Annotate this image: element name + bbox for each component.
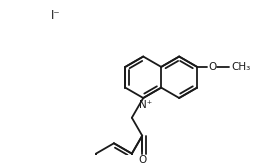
Text: I⁻: I⁻ (51, 9, 60, 22)
Text: CH₃: CH₃ (231, 62, 250, 72)
Text: O: O (208, 62, 216, 72)
Text: O: O (138, 155, 146, 164)
Text: N⁺: N⁺ (140, 100, 153, 110)
